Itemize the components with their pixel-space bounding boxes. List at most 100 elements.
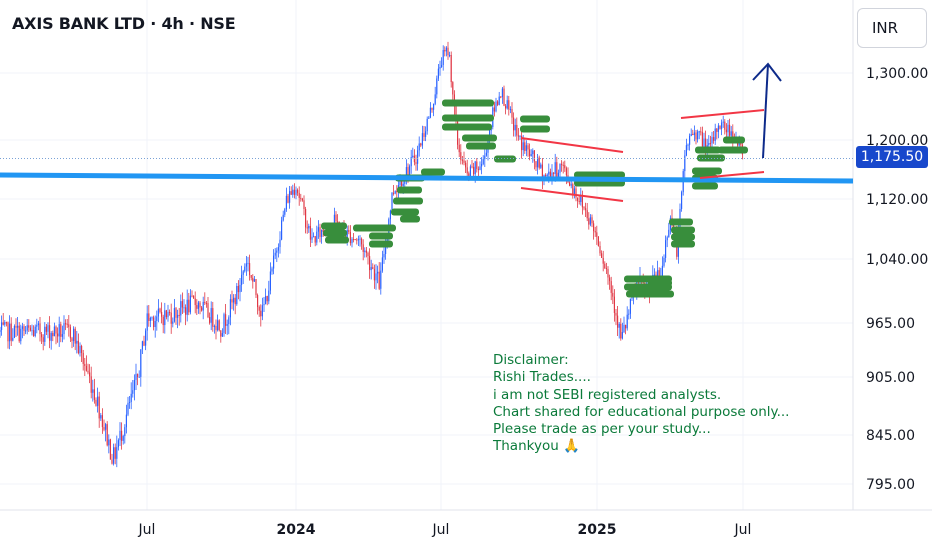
candle-body bbox=[436, 78, 438, 95]
candle-body bbox=[546, 174, 548, 177]
candle-body bbox=[437, 68, 439, 79]
candle-body bbox=[285, 195, 287, 210]
candle-body bbox=[383, 253, 385, 258]
candle-body bbox=[700, 131, 702, 133]
candle-body bbox=[620, 323, 622, 339]
candle-body bbox=[113, 447, 115, 464]
candle-body bbox=[354, 239, 356, 241]
candle-body bbox=[362, 244, 364, 252]
zone-marker bbox=[442, 114, 494, 122]
zone-marker bbox=[421, 168, 445, 176]
candle-body bbox=[548, 171, 550, 175]
candle-body bbox=[58, 324, 60, 337]
candle-body bbox=[89, 372, 91, 377]
candle-body bbox=[479, 166, 481, 170]
candle-body bbox=[148, 313, 150, 322]
disclaimer-line: Chart shared for educational purpose onl… bbox=[493, 403, 790, 420]
candle-body bbox=[463, 160, 465, 163]
candle-body bbox=[217, 320, 219, 331]
candle-body bbox=[530, 154, 532, 157]
candle-body bbox=[127, 402, 129, 415]
candle-body bbox=[274, 252, 276, 256]
candle-body bbox=[380, 270, 382, 289]
candle-body bbox=[15, 326, 17, 328]
zone-marker bbox=[400, 215, 420, 223]
y-tick-label: 795.00 bbox=[866, 477, 915, 493]
y-tick-label: 845.00 bbox=[866, 428, 915, 444]
candle-body bbox=[153, 317, 155, 328]
candle-body bbox=[213, 325, 215, 327]
candle-body bbox=[97, 396, 99, 406]
candle-body bbox=[705, 138, 707, 153]
candle-body bbox=[505, 105, 507, 109]
zone-marker bbox=[723, 136, 745, 144]
candle-body bbox=[554, 162, 556, 174]
disclaimer-line: Please trade as per your study... bbox=[493, 421, 711, 438]
candle-body bbox=[207, 303, 209, 318]
candle-body bbox=[551, 172, 553, 180]
zone-marker bbox=[391, 208, 419, 216]
candle-body bbox=[394, 191, 396, 194]
candle-body bbox=[361, 238, 363, 245]
candle-body bbox=[303, 200, 305, 210]
candle-body bbox=[276, 250, 278, 253]
candle-body bbox=[143, 341, 145, 346]
chart-title: AXIS BANK LTD · 4h · NSE bbox=[12, 14, 236, 33]
x-tick-label: Jul bbox=[432, 522, 450, 538]
candle-body bbox=[711, 137, 713, 144]
disclaimer-line: i am not SEBI registered analysts. bbox=[493, 386, 722, 403]
candle-body bbox=[621, 332, 623, 339]
candle-body bbox=[79, 345, 81, 354]
candle-body bbox=[527, 145, 529, 150]
candle-body bbox=[631, 296, 633, 299]
candle-body bbox=[509, 109, 511, 111]
candle-body bbox=[722, 121, 724, 123]
y-tick-label: 1,120.00 bbox=[866, 192, 928, 208]
candle-body bbox=[468, 173, 470, 177]
candle-body bbox=[63, 323, 65, 335]
up-arrow-head bbox=[752, 62, 782, 82]
candle-body bbox=[626, 314, 628, 329]
disclaimer-note: Disclaimer: Rishi Trades.... i am not SE… bbox=[493, 352, 789, 456]
zone-marker bbox=[626, 290, 674, 298]
candle-body bbox=[418, 143, 420, 151]
candle-body bbox=[233, 297, 235, 303]
candle-body bbox=[266, 295, 268, 302]
candle-body bbox=[114, 447, 116, 459]
candle-body bbox=[585, 208, 587, 211]
candle-body bbox=[516, 124, 518, 136]
candle-body bbox=[31, 330, 33, 332]
candle-body bbox=[231, 299, 233, 303]
candle-body bbox=[277, 247, 279, 251]
candle-body bbox=[450, 55, 452, 83]
candle-body bbox=[180, 301, 182, 316]
candle-body bbox=[605, 267, 607, 270]
candle-body bbox=[234, 297, 236, 305]
candle-body bbox=[258, 306, 260, 311]
candle-body bbox=[687, 144, 689, 146]
candle-body bbox=[164, 310, 166, 326]
candle-body bbox=[260, 310, 262, 317]
candle-body bbox=[503, 88, 505, 106]
candle-body bbox=[373, 269, 375, 281]
candle-body bbox=[249, 263, 251, 275]
candle-body bbox=[309, 225, 311, 240]
candle-body bbox=[298, 192, 300, 198]
candle-body bbox=[178, 314, 180, 316]
last-price-tag: 1,175.50 bbox=[856, 146, 928, 168]
candle-body bbox=[522, 142, 524, 151]
candle-body bbox=[415, 162, 417, 164]
candle-body bbox=[170, 312, 172, 324]
zone-marker bbox=[718, 146, 748, 154]
candle-body bbox=[500, 96, 502, 98]
candle-body bbox=[391, 192, 393, 211]
zone-marker bbox=[462, 134, 497, 142]
candle-body bbox=[149, 317, 151, 322]
currency-label[interactable]: INR bbox=[857, 8, 927, 48]
candle-body bbox=[577, 197, 579, 201]
candle-body bbox=[293, 189, 295, 195]
zone-marker bbox=[369, 240, 393, 248]
candle-body bbox=[279, 239, 281, 248]
y-tick-label: 1,040.00 bbox=[866, 252, 928, 268]
